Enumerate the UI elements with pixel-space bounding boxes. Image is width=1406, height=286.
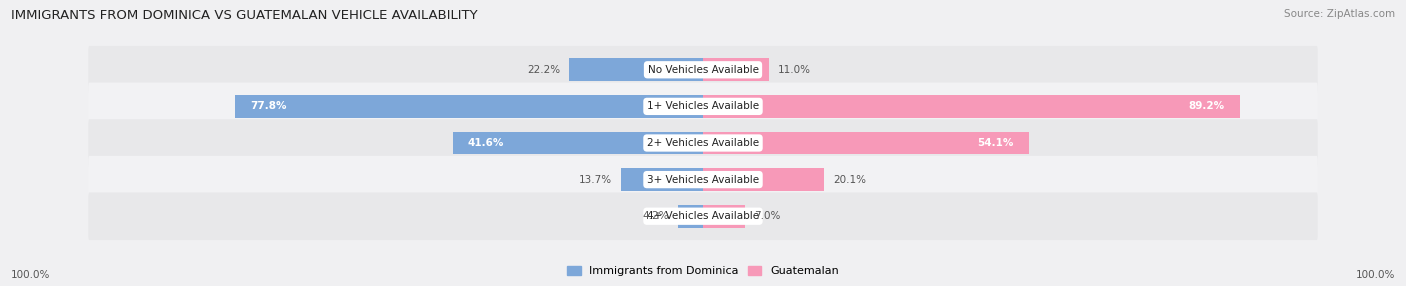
Bar [620,168,703,191]
Text: Source: ZipAtlas.com: Source: ZipAtlas.com [1284,9,1395,19]
Bar [703,132,1029,154]
Bar [569,58,703,81]
FancyBboxPatch shape [89,119,1317,167]
Bar [703,168,824,191]
Text: 100.0%: 100.0% [11,270,51,280]
Text: 1+ Vehicles Available: 1+ Vehicles Available [647,102,759,111]
Bar [453,132,703,154]
Text: 2+ Vehicles Available: 2+ Vehicles Available [647,138,759,148]
Text: 13.7%: 13.7% [578,175,612,184]
FancyBboxPatch shape [89,83,1317,130]
FancyBboxPatch shape [89,156,1317,203]
Text: 41.6%: 41.6% [468,138,505,148]
Text: No Vehicles Available: No Vehicles Available [648,65,758,75]
Text: 7.0%: 7.0% [754,211,780,221]
Text: 20.1%: 20.1% [832,175,866,184]
Text: 77.8%: 77.8% [250,102,287,111]
Text: 100.0%: 100.0% [1355,270,1395,280]
FancyBboxPatch shape [89,192,1317,240]
FancyBboxPatch shape [89,46,1317,94]
Bar [703,95,1240,118]
Text: 4+ Vehicles Available: 4+ Vehicles Available [647,211,759,221]
Text: 11.0%: 11.0% [779,65,811,75]
Bar [678,205,703,228]
Legend: Immigrants from Dominica, Guatemalan: Immigrants from Dominica, Guatemalan [562,261,844,281]
Text: 3+ Vehicles Available: 3+ Vehicles Available [647,175,759,184]
Text: 22.2%: 22.2% [527,65,561,75]
Bar [703,205,745,228]
Text: 89.2%: 89.2% [1188,102,1225,111]
Bar [235,95,703,118]
Text: IMMIGRANTS FROM DOMINICA VS GUATEMALAN VEHICLE AVAILABILITY: IMMIGRANTS FROM DOMINICA VS GUATEMALAN V… [11,9,478,21]
Text: 54.1%: 54.1% [977,138,1014,148]
Text: 4.2%: 4.2% [643,211,669,221]
Bar [703,58,769,81]
